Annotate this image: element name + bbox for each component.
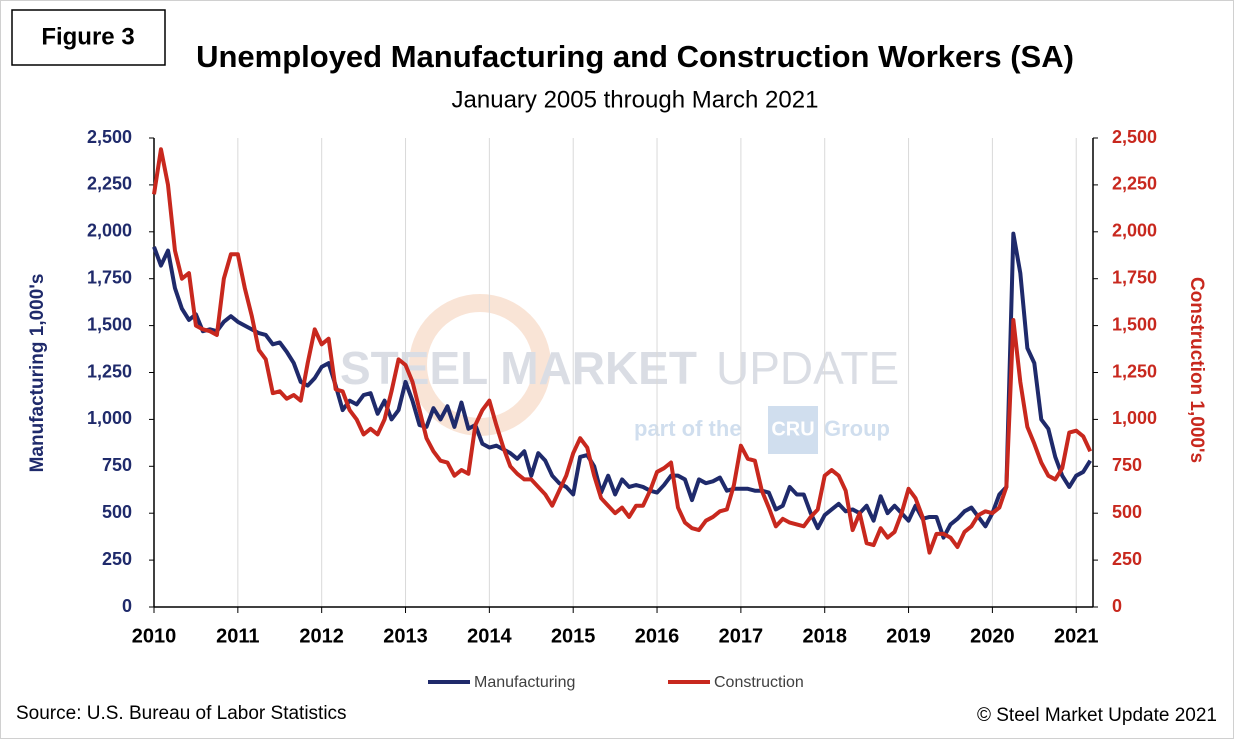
x-tick-label: 2014 [467,625,512,647]
x-tick-label: 2020 [970,625,1015,647]
chart-subtitle: January 2005 through March 2021 [452,86,819,113]
y2-tick-label: 1,750 [1112,267,1157,287]
series-line [152,231,1092,540]
x-tick-label: 2021 [1054,625,1099,647]
watermark-cru-box [768,406,818,454]
y2-tick-label: 1,250 [1112,361,1157,381]
x-tick-label: 2012 [299,625,344,647]
x-tick-label: 2016 [635,625,680,647]
watermark-group: Group [824,416,890,441]
y-tick-label: 2,250 [87,174,132,194]
y-tick-label: 750 [102,455,132,475]
y-tick-label: 1,750 [87,267,132,287]
source-note: Source: U.S. Bureau of Labor Statistics [16,703,347,724]
y2-tick-label: 1,500 [1112,314,1157,334]
copyright-note: © Steel Market Update 2021 [977,705,1217,726]
y-tick-label: 2,500 [87,127,132,147]
x-tick-label: 2018 [802,625,847,647]
legend-label: Manufacturing [474,674,575,691]
y2-tick-label: 250 [1112,549,1142,569]
y-tick-label: 1,500 [87,314,132,334]
y2-tick-label: 2,000 [1112,221,1157,241]
x-tick-label: 2010 [132,625,177,647]
y-tick-label: 250 [102,549,132,569]
x-tick-label: 2017 [719,625,764,647]
series-line [152,147,1093,555]
chart-title: Unemployed Manufacturing and Constructio… [196,39,1074,74]
y2-tick-label: 2,500 [1112,127,1157,147]
watermark-ring [409,294,551,436]
x-tick-label: 2011 [216,625,259,647]
x-tick-label: 2019 [886,625,931,647]
watermark-part: part of the [634,416,742,441]
y2-tick-label: 1,000 [1112,408,1157,428]
x-tick-label: 2015 [551,625,596,647]
y-tick-label: 1,000 [87,408,132,428]
y2-tick-label: 0 [1112,596,1122,616]
x-tick-label: 2013 [383,625,428,647]
y-tick-label: 2,000 [87,221,132,241]
y-axis-title: Manufacturing 1,000's [27,274,48,473]
legend-label: Construction [714,674,804,691]
y2-axis-title: Construction 1,000's [1186,277,1207,463]
watermark-brand: STEEL MARKET [340,342,697,394]
y2-tick-label: 2,250 [1112,174,1157,194]
figure-label: Figure 3 [41,23,134,50]
y-tick-label: 0 [122,596,132,616]
watermark-cru: CRU [771,418,814,440]
watermark: STEEL MARKET UPDATE part of the CRU Grou… [340,294,899,454]
watermark-brand2: UPDATE [716,342,899,394]
y-tick-label: 1,250 [87,361,132,381]
y2-tick-label: 500 [1112,502,1142,522]
figure-label-box [11,9,166,66]
y2-tick-label: 750 [1112,455,1142,475]
y-tick-label: 500 [102,502,132,522]
